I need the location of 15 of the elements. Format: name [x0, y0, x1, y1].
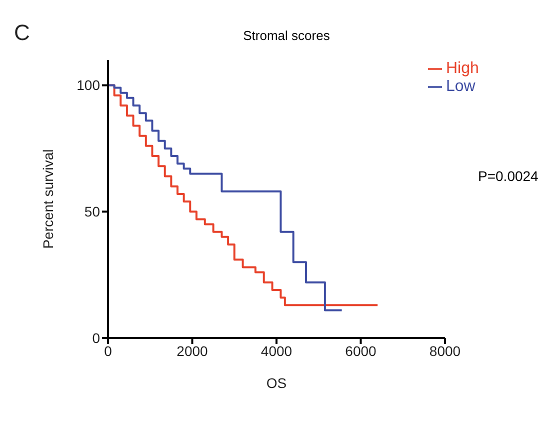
y-axis-title: Percent survival: [40, 149, 56, 249]
x-axis-title: OS: [266, 375, 287, 391]
chart-title: Stromal scores: [243, 28, 330, 43]
text: P=0.0024: [478, 168, 538, 184]
text: C: [14, 20, 30, 46]
x-tick-label: 8000: [429, 342, 461, 359]
y-tick-label: 50: [84, 204, 100, 220]
y-tick-label: 100: [76, 77, 100, 94]
x-tick-label: 6000: [345, 342, 377, 359]
legend-label: High: [446, 60, 479, 77]
legend-label: Low: [446, 78, 476, 95]
y-tick-label: 0: [92, 330, 100, 346]
x-tick-label: 4000: [260, 342, 292, 359]
x-tick-label: 2000: [176, 342, 208, 359]
x-tick-label: 0: [104, 342, 112, 359]
